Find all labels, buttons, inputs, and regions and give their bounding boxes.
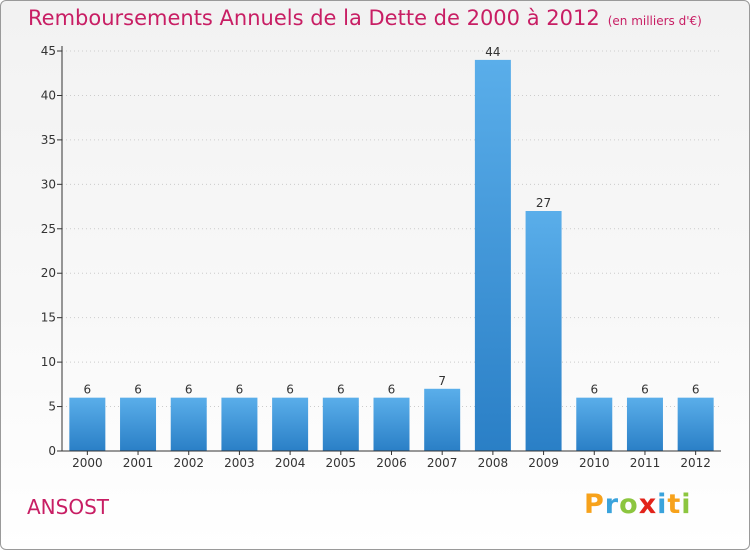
bar-2005 bbox=[322, 397, 359, 451]
y-tick-label: 0 bbox=[48, 444, 56, 458]
data-label: 6 bbox=[185, 383, 193, 397]
bar-2007 bbox=[424, 388, 461, 451]
chart-title: Remboursements Annuels de la Dette de 20… bbox=[28, 6, 702, 30]
logo-letter: o bbox=[619, 489, 639, 520]
x-tick-label: 2011 bbox=[630, 456, 661, 470]
logo-letter: r bbox=[604, 489, 620, 520]
proxiti-logo[interactable]: Proxiti bbox=[584, 489, 692, 520]
y-tick-label: 25 bbox=[41, 222, 56, 236]
grid bbox=[62, 50, 721, 408]
x-tick-label: 2000 bbox=[72, 456, 103, 470]
y-tick-label: 5 bbox=[48, 400, 56, 414]
y-tick-label: 20 bbox=[41, 266, 56, 280]
chart-title-main: Remboursements Annuels de la Dette de 20… bbox=[28, 6, 600, 30]
data-label: 6 bbox=[388, 383, 396, 397]
axes: 0 5 10 15 20 25 30 35 40 45 2000 2001 2002 2003 2004 20… bbox=[41, 44, 721, 470]
data-label: 7 bbox=[438, 374, 446, 388]
data-label: 6 bbox=[641, 383, 649, 397]
bar-2009 bbox=[525, 211, 562, 451]
data-label: 44 bbox=[485, 45, 500, 59]
bar-2008 bbox=[474, 59, 511, 452]
bar-2000 bbox=[69, 397, 106, 451]
bar-2006 bbox=[373, 397, 410, 451]
data-label: 6 bbox=[84, 383, 92, 397]
bar-2012 bbox=[677, 397, 714, 451]
data-label: 27 bbox=[536, 196, 551, 210]
y-tick-label: 40 bbox=[41, 88, 56, 102]
bar-2001 bbox=[120, 397, 157, 451]
bar-2002 bbox=[170, 397, 207, 451]
data-label: 6 bbox=[590, 383, 598, 397]
data-label: 6 bbox=[337, 383, 345, 397]
y-tick-label: 10 bbox=[41, 355, 56, 369]
data-labels: 6 6 6 6 6 6 6 7 44 27 6 6 6 bbox=[84, 45, 700, 397]
y-tick-label: 15 bbox=[41, 311, 56, 325]
logo-letter: P bbox=[584, 489, 605, 520]
logo-letter: x bbox=[638, 489, 658, 520]
logo-letter: t bbox=[667, 489, 682, 520]
chart-title-unit: (en milliers d'€) bbox=[607, 14, 702, 28]
logo-letter: i bbox=[657, 489, 668, 520]
x-tick-label: 2009 bbox=[528, 456, 559, 470]
y-tick-label: 45 bbox=[41, 44, 56, 58]
bar-2004 bbox=[272, 397, 309, 451]
x-tick-label: 2007 bbox=[427, 456, 458, 470]
commune-name: ANSOST bbox=[27, 495, 109, 519]
x-tick-label: 2004 bbox=[275, 456, 306, 470]
x-tick-label: 2012 bbox=[680, 456, 711, 470]
x-tick-label: 2002 bbox=[173, 456, 204, 470]
bar-2003 bbox=[221, 397, 258, 451]
x-tick-label: 2006 bbox=[376, 456, 407, 470]
x-tick-label: 2001 bbox=[123, 456, 154, 470]
data-label: 6 bbox=[236, 383, 244, 397]
x-tick-label: 2008 bbox=[478, 456, 509, 470]
bar-2010 bbox=[576, 397, 613, 451]
y-tick-label: 30 bbox=[41, 177, 56, 191]
y-tick-label: 35 bbox=[41, 133, 56, 147]
data-label: 6 bbox=[692, 383, 700, 397]
data-label: 6 bbox=[134, 383, 142, 397]
data-label: 6 bbox=[286, 383, 294, 397]
logo-letter: i bbox=[681, 489, 692, 520]
bars bbox=[69, 59, 714, 452]
bar-2011 bbox=[626, 397, 663, 451]
x-tick-label: 2005 bbox=[326, 456, 357, 470]
x-tick-label: 2003 bbox=[224, 456, 255, 470]
x-tick-label: 2010 bbox=[579, 456, 610, 470]
